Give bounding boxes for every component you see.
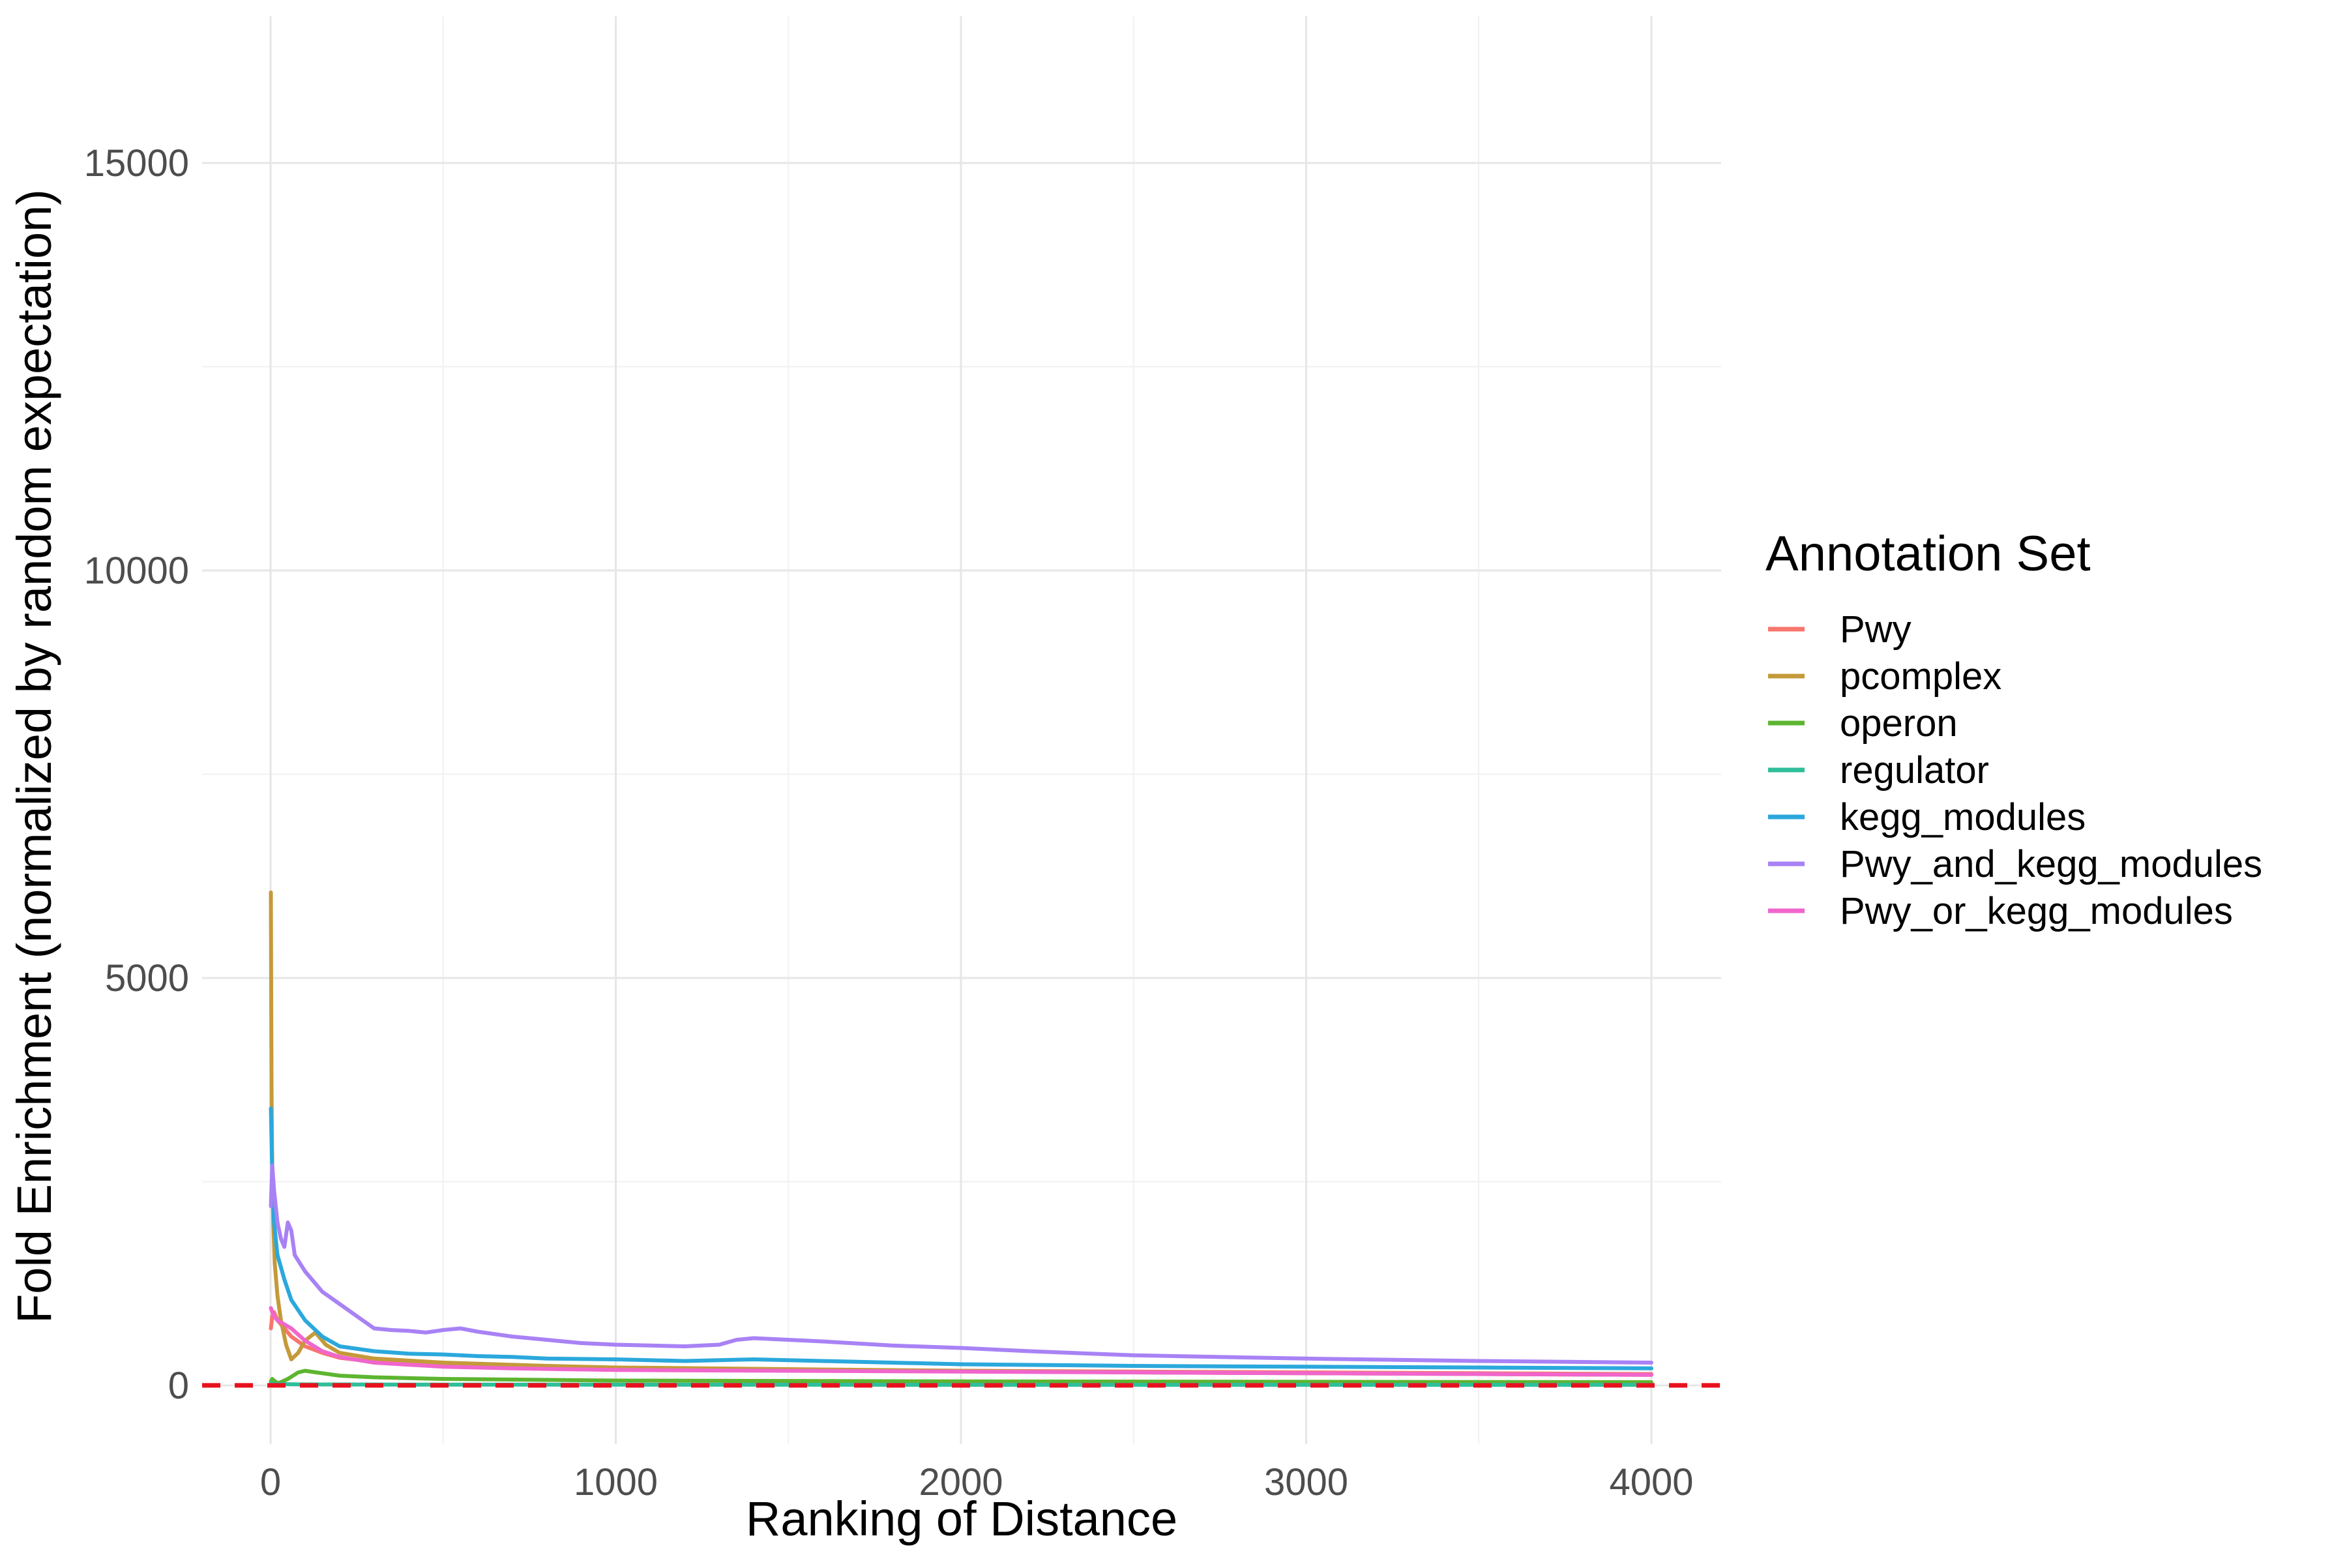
legend-label-pcomplex: pcomplex [1840,655,2001,698]
x-axis-label: Ranking of Distance [746,1492,1177,1546]
legend-label-pwy-or-kegg-modules: Pwy_or_kegg_modules [1840,890,2233,932]
y-tick-label: 0 [168,1365,189,1407]
y-tick-label: 5000 [105,957,189,999]
x-tick-label: 4000 [1609,1461,1693,1503]
y-axis-label: Fold Enrichment (normalized by random ex… [7,189,61,1324]
legend-title: Annotation Set [1765,526,2091,582]
series-line-pwy-or-kegg-modules [269,1306,1653,1377]
legend-label-regulator: regulator [1840,749,1989,791]
legend-label-pwy-and-kegg-modules: Pwy_and_kegg_modules [1840,843,2262,885]
y-tick-label: 15000 [84,142,189,185]
legend-label-operon: operon [1840,702,1958,745]
x-tick-label: 3000 [1264,1461,1348,1503]
x-tick-label: 0 [260,1461,281,1503]
legend-label-pwy: Pwy [1840,608,1912,651]
legend: Annotation Set Pwypcomplexoperonregulato… [1765,526,2262,932]
series-lines [269,890,1653,1387]
series-line-kegg-modules [269,1106,1653,1370]
legend-label-kegg-modules: kegg_modules [1840,796,2086,838]
axes: Ranking of Distance Fold Enrichment (nor… [7,142,1694,1546]
grid [202,16,1721,1444]
y-tick-label: 10000 [84,550,189,592]
x-tick-label: 1000 [574,1461,658,1503]
x-tick-label: 2000 [919,1461,1003,1503]
series-line-operon [269,1368,1653,1385]
series-line-pwy-and-kegg-modules [269,1163,1653,1365]
